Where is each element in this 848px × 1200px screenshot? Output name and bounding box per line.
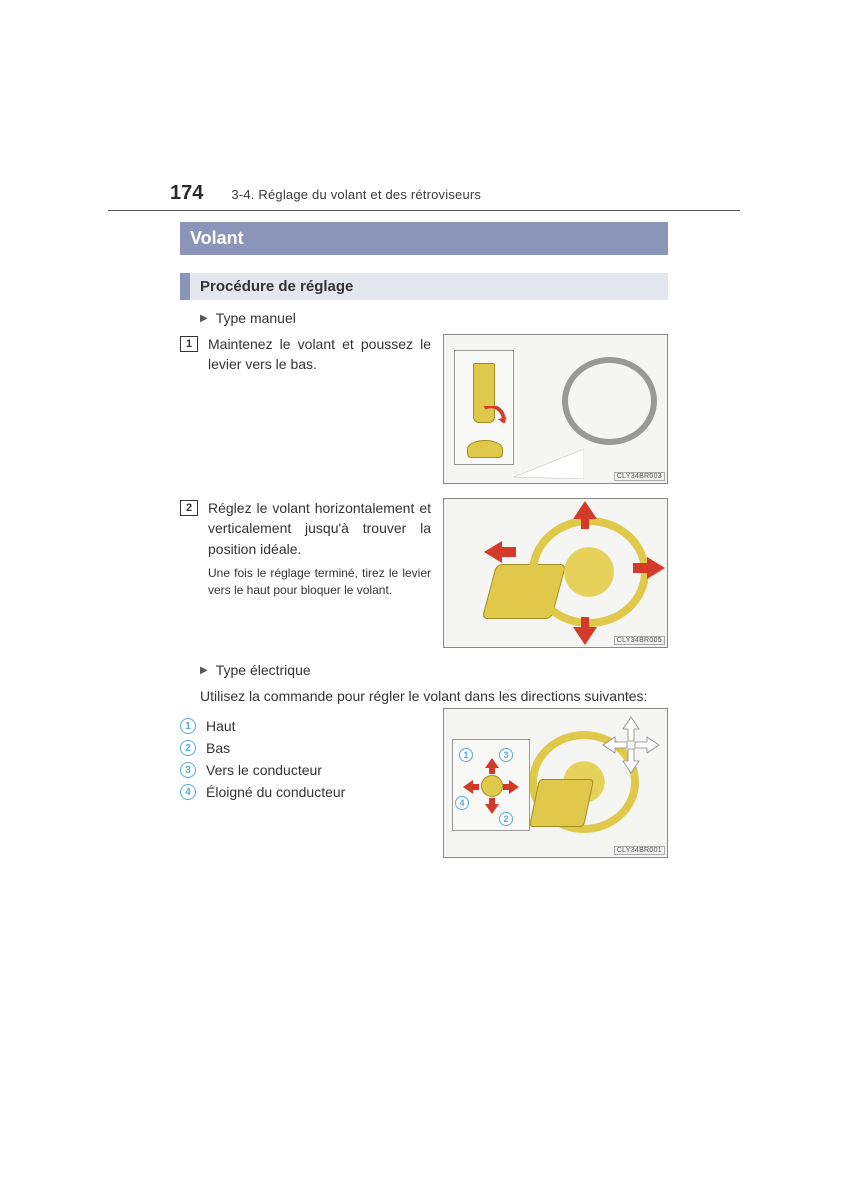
- electric-block: 1 Haut 2 Bas 3 Vers le conducteur 4 Éloi…: [180, 708, 668, 858]
- figure-1: CLY34BR003: [443, 334, 668, 484]
- direction-label: Éloigné du conducteur: [206, 784, 345, 800]
- direction-row-4: 4 Éloigné du conducteur: [180, 784, 431, 800]
- subsection-title: Procédure de réglage: [190, 273, 668, 300]
- subsection-accent: [180, 273, 190, 300]
- callout-2: 2: [499, 812, 513, 826]
- manual-step-1: 1 Maintenez le volant et poussez le levi…: [180, 334, 668, 484]
- lever-base-icon: [467, 440, 503, 458]
- circle-number-icon: 1: [180, 718, 196, 734]
- white-wedge-icon: [514, 449, 584, 479]
- control-knob-icon: [481, 775, 503, 797]
- figure-3-label: CLY34BR001: [614, 846, 665, 855]
- step2-note: Une fois le réglage terminé, tirez le le…: [208, 565, 431, 599]
- manual-step-2: 2 Réglez le volant horizontalement et ve…: [180, 498, 668, 648]
- step1-text: Maintenez le volant et poussez le levier…: [208, 334, 431, 484]
- direction-label: Bas: [206, 740, 230, 756]
- direction-row-3: 3 Vers le conducteur: [180, 762, 431, 778]
- control-inset: 1 3 2 4: [452, 739, 530, 831]
- page: 174 3-4. Réglage du volant et des rétrov…: [0, 0, 848, 1200]
- electric-intro: Utilisez la commande pour régler le vola…: [180, 688, 668, 704]
- manual-heading-row: ▶ Type manuel: [180, 310, 668, 326]
- section-title: Volant: [180, 222, 668, 255]
- callout-4: 4: [455, 796, 469, 810]
- manual-heading: Type manuel: [216, 310, 296, 326]
- circle-number-icon: 4: [180, 784, 196, 800]
- steering-wheel-icon: [562, 357, 657, 445]
- step-number-box: 1: [180, 336, 198, 352]
- direction-row-1: 1 Haut: [180, 718, 431, 734]
- callout-3: 3: [499, 748, 513, 762]
- direction-list: 1 Haut 2 Bas 3 Vers le conducteur 4 Éloi…: [180, 718, 431, 858]
- electric-heading-row: ▶ Type électrique: [180, 662, 668, 678]
- right-arrow-icon: [633, 557, 665, 579]
- step2-text: Réglez le volant horizontalement et vert…: [208, 498, 431, 559]
- steering-wheel-icon: [529, 517, 649, 627]
- ctrl-up-arrow-icon: [485, 758, 499, 774]
- electric-heading: Type électrique: [216, 662, 311, 678]
- callout-1: 1: [459, 748, 473, 762]
- figure-1-label: CLY34BR003: [614, 472, 665, 481]
- cross-arrows-icon: [601, 715, 661, 775]
- subsection-header: Procédure de réglage: [180, 273, 668, 300]
- content: Volant Procédure de réglage ▶ Type manue…: [180, 222, 668, 858]
- direction-label: Haut: [206, 718, 236, 734]
- step2-text-block: 2 Réglez le volant horizontalement et ve…: [180, 498, 431, 648]
- breadcrumb: 3-4. Réglage du volant et des rétroviseu…: [231, 187, 481, 202]
- figure-3: 1 3 2 4 CLY34BR001: [443, 708, 668, 858]
- up-arrow-icon: [573, 501, 597, 529]
- steering-column-icon: [529, 779, 594, 827]
- triangle-icon: ▶: [200, 665, 208, 676]
- circle-number-icon: 3: [180, 762, 196, 778]
- page-number: 174: [170, 182, 203, 205]
- step-number-box: 2: [180, 500, 198, 516]
- step1-text-block: 1 Maintenez le volant et poussez le levi…: [180, 334, 431, 484]
- figure-2: CLY34BR005: [443, 498, 668, 648]
- lever-inset: [454, 350, 514, 465]
- down-arrow-icon: [573, 617, 597, 645]
- direction-label: Vers le conducteur: [206, 762, 322, 778]
- ctrl-right-arrow-icon: [503, 780, 519, 794]
- left-arrow-icon: [484, 541, 516, 563]
- ctrl-down-arrow-icon: [485, 798, 499, 814]
- down-arrow-icon: [479, 406, 507, 434]
- page-header: 174 3-4. Réglage du volant et des rétrov…: [170, 182, 668, 205]
- ctrl-left-arrow-icon: [463, 780, 479, 794]
- circle-number-icon: 2: [180, 740, 196, 756]
- triangle-icon: ▶: [200, 313, 208, 324]
- figure-2-label: CLY34BR005: [614, 636, 665, 645]
- header-rule: [108, 210, 740, 211]
- direction-row-2: 2 Bas: [180, 740, 431, 756]
